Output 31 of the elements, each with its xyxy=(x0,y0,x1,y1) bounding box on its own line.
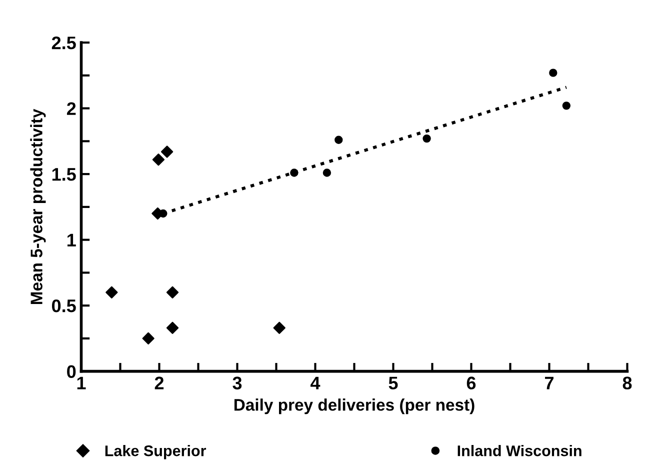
point xyxy=(166,322,179,334)
x-tick-label: 4 xyxy=(310,376,320,390)
x-tick-label: 6 xyxy=(466,376,476,390)
y-tick-label: 0.5 xyxy=(52,299,76,312)
point xyxy=(160,146,174,158)
point xyxy=(106,286,118,298)
y-tick-label: 1 xyxy=(67,234,76,246)
y-tick-label: 1.5 xyxy=(52,168,76,181)
y-tick-label: 0 xyxy=(67,365,76,378)
point xyxy=(152,154,165,166)
point xyxy=(166,286,179,298)
point xyxy=(562,102,571,110)
x-tick-label: 8 xyxy=(622,376,632,390)
point xyxy=(290,168,298,177)
point xyxy=(334,136,343,144)
x-tick-label: 3 xyxy=(232,376,242,390)
x-tick-label: 5 xyxy=(388,376,398,390)
point xyxy=(273,322,286,334)
x-tick-label: 7 xyxy=(545,376,554,390)
y-axis-title: Mean 5-year productivity xyxy=(30,108,46,304)
point xyxy=(142,332,154,345)
x-tick-label: 2 xyxy=(154,376,164,390)
x-axis-title: Daily prey deliveries (per nest) xyxy=(234,398,474,414)
y-tick-label: 2 xyxy=(66,102,76,115)
point xyxy=(549,68,558,77)
legend-label: Inland Wisconsin xyxy=(458,445,582,456)
legend-label: Lake Superior xyxy=(105,445,206,460)
point xyxy=(322,168,332,177)
y-tick-label: 2.5 xyxy=(52,36,76,50)
x-tick-label: 1 xyxy=(77,376,86,390)
point xyxy=(422,134,431,143)
